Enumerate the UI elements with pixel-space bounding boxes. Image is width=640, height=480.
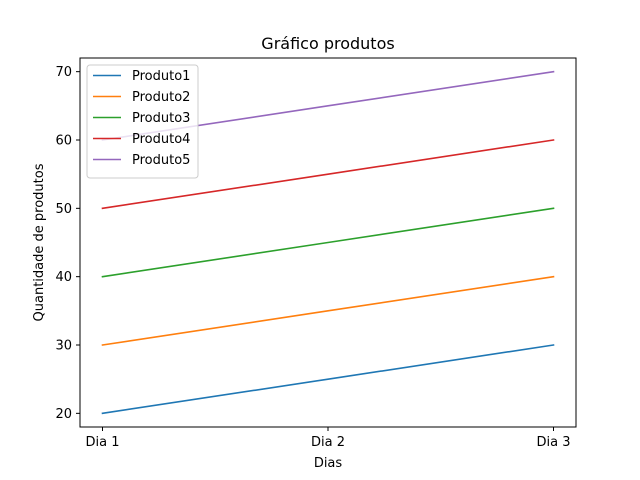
x-tick-label: Dia 3 — [537, 435, 571, 450]
y-tick-label: 20 — [55, 407, 72, 422]
legend-label: Produto2 — [132, 90, 190, 105]
x-axis-label: Dias — [314, 456, 343, 471]
y-tick-label: 70 — [55, 65, 72, 80]
chart-title: Gráfico produtos — [261, 34, 394, 53]
series-line-produto2 — [101, 275, 555, 346]
y-tick-label: 30 — [55, 339, 72, 354]
y-tick-label: 50 — [55, 202, 72, 217]
plot-area: Dia 1 Dia 2 Dia 3 20 30 40 50 60 70 — [55, 65, 570, 450]
legend-box — [86, 64, 199, 179]
legend-label: Produto5 — [132, 153, 190, 168]
x-tick-label: Dia 2 — [311, 435, 345, 450]
legend-label: Produto3 — [132, 111, 190, 126]
series-line-produto1 — [101, 344, 555, 415]
legend-label: Produto1 — [132, 69, 190, 84]
x-tick-label: Dia 1 — [86, 435, 120, 450]
series-line-produto3 — [101, 207, 555, 278]
axes-frame — [79, 57, 577, 428]
legend-label: Produto4 — [132, 132, 190, 147]
y-axis-label: Quantidade de produtos — [32, 163, 47, 321]
legend: Produto1 Produto2 Produto3 Produto4 Produto5 — [86, 64, 199, 179]
y-tick-label: 60 — [55, 134, 72, 149]
y-tick-label: 40 — [55, 270, 72, 285]
series-line-produto4 — [101, 139, 555, 210]
